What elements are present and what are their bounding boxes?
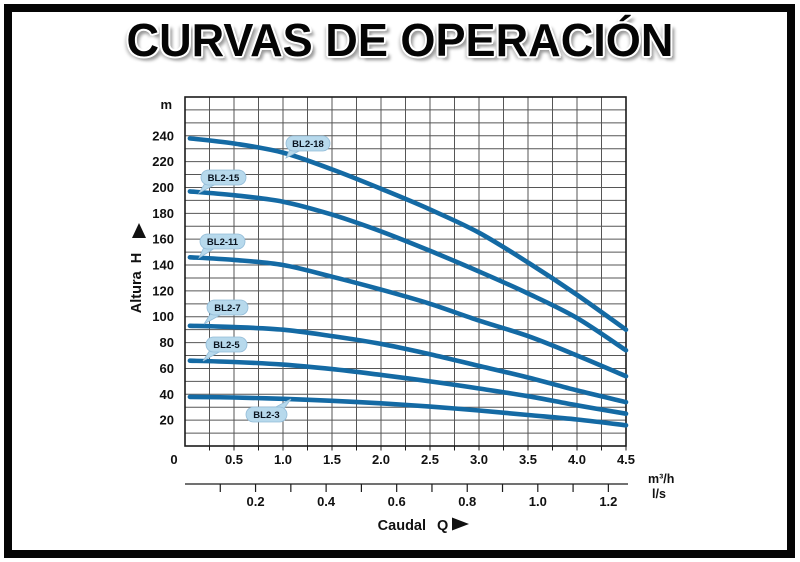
y-tick-label: 100 [152,309,174,324]
curve-BL2-3 [187,394,629,428]
curve-label-bubble [199,233,246,250]
page-title: CURVAS DE OPERACIÓN [126,14,674,66]
x-axis-unit-secondary: l/s [652,487,666,501]
ls-tick-label: 0.6 [388,494,406,509]
ls-tick-label: 0.2 [247,494,265,509]
x-tick-label: 3.5 [519,452,537,467]
x-tick-label: 2.0 [372,452,390,467]
ls-tick-label: 0.4 [317,494,336,509]
x-tick-label: 0 [170,452,177,467]
curve-label-bubble [205,336,248,353]
y-tick-label: 80 [160,335,174,350]
y-tick-label: 240 [152,128,174,143]
x-tick-label: 4.0 [568,452,586,467]
curve-label-BL2-18: BL2-18 [292,139,324,150]
y-tick-label: 140 [152,258,174,273]
curve-label-bubble [206,299,249,316]
y-axis-title: Altura H [129,253,145,313]
x-tick-label: 1.0 [274,452,292,467]
y-tick-label: 120 [152,283,174,298]
y-tick-label: 20 [160,413,174,428]
y-axis-unit: m [160,97,172,112]
x-tick-label: 1.5 [323,452,341,467]
x-tick-label: 0.5 [225,452,243,467]
y-tick-label: 40 [160,387,174,402]
curve-BL2-5 [187,358,629,416]
ls-tick-label: 1.0 [529,494,547,509]
curve-label-bubble [200,169,247,186]
curve-label-BL2-5: BL2-5 [213,340,240,351]
y-tick-label: 60 [160,361,174,376]
y-tick-label: 200 [152,180,174,195]
y-axis-arrow-icon [132,223,146,238]
x-tick-label: 4.5 [617,452,635,467]
curve-label-BL2-15: BL2-15 [208,173,240,184]
curve-label-BL2-7: BL2-7 [214,303,240,314]
y-tick-label: 180 [152,206,174,221]
x-axis-unit-primary: m³/h [648,472,674,486]
ls-tick-label: 0.8 [458,494,476,509]
ls-tick-label: 1.2 [599,494,617,509]
curve-label-BL2-3: BL2-3 [253,410,279,421]
curve-BL2-15 [187,189,629,353]
y-tick-label: 160 [152,232,174,247]
curve-BL2-11 [187,255,629,379]
curve-label-BL2-11: BL2-11 [207,237,239,248]
curve-BL2-18 [187,136,629,332]
y-tick-label: 220 [152,154,174,169]
x-axis-arrow-icon [452,517,469,531]
curve-label-bubble [245,406,288,423]
x-tick-label: 2.5 [421,452,439,467]
x-axis-title: Caudal Q [378,518,449,534]
x-tick-label: 3.0 [470,452,488,467]
curve-label-bubble [285,135,331,152]
curve-BL2-7 [187,323,629,405]
